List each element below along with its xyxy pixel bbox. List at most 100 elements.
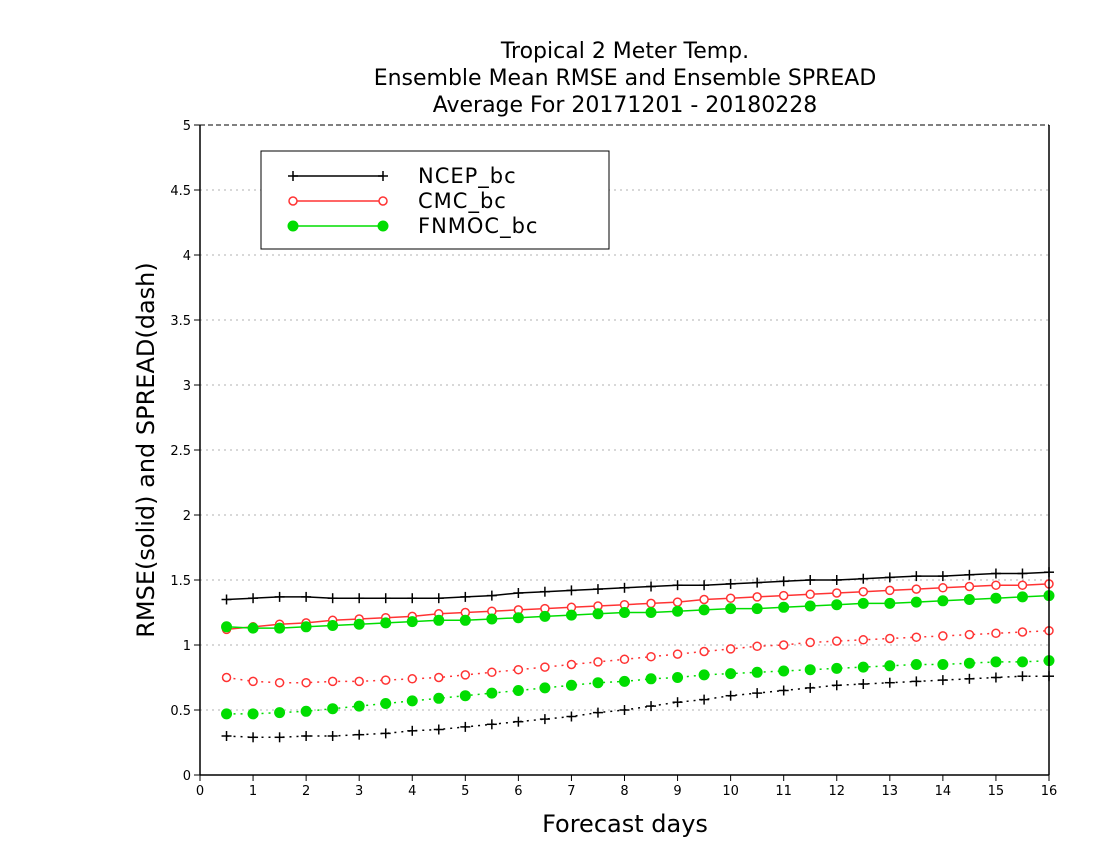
fnmoc-bc-spread-line bbox=[226, 659, 1050, 715]
fnmoc-bc-spread-point bbox=[433, 692, 445, 704]
cmc-bc-rmse-point bbox=[1017, 580, 1028, 590]
x-tick-label: 0 bbox=[196, 784, 204, 799]
fnmoc-bc-rmse-point bbox=[486, 613, 498, 625]
cmc-bc-spread-point bbox=[778, 640, 789, 650]
cmc-bc-spread-point bbox=[327, 676, 338, 687]
ncep-bc-rmse-point bbox=[539, 586, 550, 597]
fnmoc-bc-rmse-point bbox=[857, 597, 869, 609]
fnmoc-bc-spread-point bbox=[247, 708, 259, 720]
x-tick-label: 7 bbox=[567, 784, 575, 799]
ncep-bc-spread-point bbox=[354, 729, 365, 740]
ncep-bc-rmse-point bbox=[884, 572, 895, 583]
legend-marker bbox=[288, 171, 298, 181]
fnmoc-bc-spread-point bbox=[221, 708, 233, 720]
cmc-bc-spread-point bbox=[1017, 627, 1028, 637]
fnmoc-bc-spread-point bbox=[804, 664, 816, 676]
fnmoc-bc-spread-point bbox=[592, 677, 604, 689]
ncep-bc-rmse-point bbox=[566, 585, 577, 596]
chart-title-line: Ensemble Mean RMSE and Ensemble SPREAD bbox=[374, 66, 877, 91]
x-tick-label: 5 bbox=[461, 784, 469, 799]
ncep-bc-rmse-point bbox=[964, 569, 975, 580]
fnmoc-bc-rmse-point bbox=[778, 601, 790, 613]
ncep-bc-spread-point bbox=[433, 724, 444, 735]
cmc-bc-spread-point bbox=[885, 633, 895, 644]
x-tick-label: 4 bbox=[408, 784, 416, 799]
cmc-bc-spread-point bbox=[540, 662, 550, 672]
ncep-bc-spread-point bbox=[619, 705, 630, 715]
ncep-bc-spread-point bbox=[407, 725, 418, 736]
ncep-bc-spread-point bbox=[990, 672, 1001, 683]
fnmoc-bc-spread-point bbox=[353, 700, 365, 712]
cmc-bc-spread-point bbox=[752, 641, 762, 652]
fnmoc-bc-spread-point bbox=[910, 659, 922, 670]
x-tick-label: 3 bbox=[355, 784, 363, 799]
cmc-bc-rmse-point bbox=[964, 581, 975, 592]
chart-title-line: Tropical 2 Meter Temp. bbox=[500, 39, 749, 64]
chart-title: Tropical 2 Meter Temp.Ensemble Mean RMSE… bbox=[374, 39, 877, 118]
cmc-bc-rmse-point bbox=[699, 594, 709, 605]
fnmoc-bc-spread-point bbox=[645, 673, 657, 685]
cmc-bc-spread-point bbox=[434, 672, 444, 683]
cmc-bc-spread-point bbox=[832, 636, 842, 646]
cmc-bc-rmse-line bbox=[226, 583, 1050, 631]
ncep-bc-spread-point bbox=[858, 679, 869, 689]
fnmoc-bc-rmse-point bbox=[725, 603, 737, 615]
fnmoc-bc-spread-point bbox=[725, 668, 737, 680]
cmc-bc-spread-point bbox=[221, 672, 232, 683]
fnmoc-bc-rmse-point bbox=[221, 621, 233, 633]
fnmoc-bc-spread-point bbox=[565, 679, 577, 691]
x-tick-label: 16 bbox=[1041, 784, 1058, 799]
ncep-bc-rmse-point bbox=[831, 575, 842, 585]
fnmoc-bc-spread-point bbox=[512, 685, 524, 696]
fnmoc-bc-rmse-point bbox=[592, 608, 604, 620]
ncep-bc-spread-point bbox=[380, 728, 391, 739]
ncep-bc-rmse-point bbox=[805, 575, 816, 585]
fnmoc-bc-spread-point bbox=[1016, 656, 1028, 668]
fnmoc-bc-rmse-series bbox=[221, 590, 1055, 634]
fnmoc-bc-rmse-point bbox=[406, 616, 418, 628]
cmc-bc-spread-point bbox=[380, 675, 391, 685]
ncep-bc-spread-point bbox=[513, 716, 524, 727]
legend-marker bbox=[377, 220, 389, 232]
cmc-bc-spread-point bbox=[646, 651, 656, 662]
legend-label: NCEP_bc bbox=[418, 164, 517, 189]
ncep-bc-rmse-point bbox=[274, 591, 285, 602]
legend-label: FNMOC_bc bbox=[418, 214, 538, 239]
x-tick-label: 12 bbox=[828, 784, 845, 799]
ncep-bc-spread-point bbox=[221, 731, 232, 741]
fnmoc-bc-rmse-point bbox=[937, 595, 949, 607]
cmc-bc-spread-point bbox=[858, 635, 869, 645]
cmc-bc-spread-point bbox=[911, 632, 922, 642]
fnmoc-bc-rmse-line bbox=[226, 594, 1050, 629]
fnmoc-bc-rmse-point bbox=[512, 612, 524, 624]
legend-item-fnmoc-bc: FNMOC_bc bbox=[287, 214, 538, 239]
legend-marker bbox=[287, 220, 299, 232]
cmc-bc-spread-point bbox=[513, 664, 524, 675]
fnmoc-bc-spread-point bbox=[539, 682, 551, 694]
series-lines bbox=[221, 567, 1055, 743]
ncep-bc-rmse-point bbox=[248, 593, 259, 604]
ncep-bc-spread-point bbox=[805, 682, 816, 693]
fnmoc-bc-rmse-point bbox=[539, 610, 551, 622]
cmc-bc-spread-point bbox=[964, 629, 975, 640]
cmc-bc-spread-point bbox=[938, 631, 948, 641]
x-tick-label: 1 bbox=[249, 784, 257, 799]
cmc-bc-spread-point bbox=[407, 674, 417, 684]
cmc-bc-rmse-point bbox=[832, 588, 842, 598]
cmc-bc-rmse-point bbox=[752, 592, 762, 602]
fnmoc-bc-spread-point bbox=[380, 698, 392, 709]
x-tick-label: 2 bbox=[302, 784, 310, 799]
fnmoc-bc-rmse-point bbox=[963, 594, 975, 605]
ncep-bc-rmse-point bbox=[486, 590, 497, 601]
fnmoc-bc-rmse-point bbox=[380, 617, 392, 629]
ncep-bc-spread-point bbox=[884, 677, 895, 688]
ncep-bc-rmse-point bbox=[858, 573, 869, 584]
x-axis-title: Forecast days bbox=[542, 810, 708, 838]
grid bbox=[200, 189, 1049, 711]
ncep-bc-spread-point bbox=[248, 732, 259, 743]
cmc-bc-spread-point bbox=[725, 644, 736, 654]
fnmoc-bc-spread-point bbox=[751, 666, 763, 678]
x-tick-label: 8 bbox=[620, 784, 628, 799]
ncep-bc-spread-point bbox=[1017, 671, 1028, 682]
